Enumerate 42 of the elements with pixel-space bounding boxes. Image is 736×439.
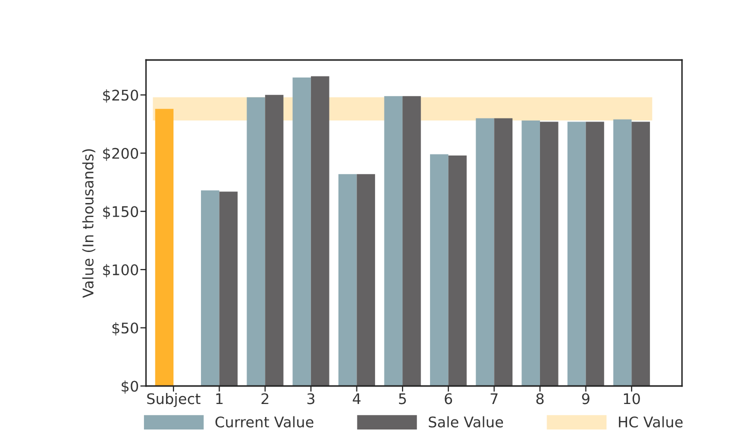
bar	[586, 122, 604, 386]
bar	[384, 96, 403, 386]
bar	[522, 120, 540, 386]
y-axis-title: Value (In thousands)	[82, 149, 96, 298]
bar	[338, 174, 357, 386]
x-tick-label: 8	[536, 393, 544, 404]
legend-label: Current Value	[215, 416, 314, 428]
x-tick-label: 4	[352, 393, 361, 404]
bar	[246, 97, 266, 386]
bar	[265, 94, 284, 386]
bar	[219, 192, 238, 386]
x-tick-label: 1	[216, 393, 223, 404]
legend-label: HC Value	[618, 416, 683, 428]
x-tick-label: 5	[399, 393, 406, 404]
bar	[402, 96, 421, 386]
x-tick-label: 6	[444, 393, 452, 404]
x-tick-label: 9	[582, 393, 590, 404]
bar	[632, 122, 650, 386]
x-tick-label: 10	[624, 393, 640, 404]
x-tick-label: 7	[490, 393, 498, 404]
y-tick-label: $200	[103, 148, 138, 161]
x-tick-label: 2	[262, 393, 268, 404]
bar	[476, 118, 494, 386]
bar	[310, 76, 330, 386]
y-tick-label: $100	[103, 264, 138, 278]
bar	[356, 174, 376, 386]
bar	[540, 122, 558, 386]
legend-label: Sale Value	[428, 416, 503, 428]
bar	[567, 122, 586, 386]
y-tick-label: $0	[122, 380, 138, 394]
bar	[613, 119, 632, 386]
bar	[292, 77, 311, 386]
bar	[430, 154, 448, 386]
bar	[155, 108, 174, 386]
y-tick-label: $50	[112, 322, 138, 336]
x-tick-label: 3	[307, 393, 314, 404]
bar	[200, 190, 220, 386]
bar	[494, 118, 512, 386]
x-tick-label: Subject	[147, 392, 200, 408]
bar	[448, 155, 467, 386]
y-tick-label: $250	[103, 89, 138, 103]
y-tick-label: $150	[103, 206, 138, 220]
